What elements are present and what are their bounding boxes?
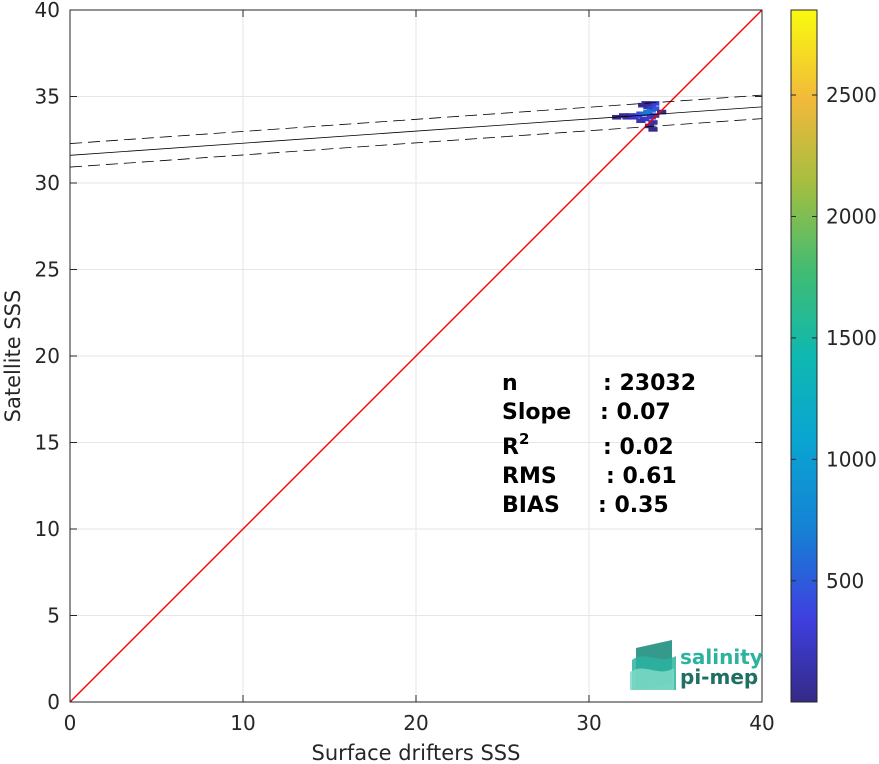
colorbar-tick-label: 500 — [826, 569, 864, 593]
density-cell — [650, 106, 660, 111]
x-tick-label: 0 — [64, 711, 77, 735]
colorbar-ticks: 500 1000 1500 2000 2500 — [791, 83, 877, 593]
y-tick-label: 10 — [35, 517, 60, 541]
density-cell — [638, 102, 648, 108]
stat-label: Slope — [502, 400, 571, 425]
stats-box: n : 23032 Slope : 0.07 R2 : 0.02 RMS : 0.61 BIAS… — [502, 371, 696, 518]
density-cell — [619, 113, 629, 118]
x-tick-label: 20 — [403, 711, 428, 735]
x-tick-label: 10 — [230, 711, 255, 735]
stat-label: n — [502, 371, 518, 396]
confidence-upper-line — [70, 94, 762, 144]
colorbar-tick-label: 2500 — [826, 83, 877, 107]
stat-value: : 0.07 — [600, 400, 671, 425]
density-cells — [612, 101, 667, 132]
colorbar-tick-label: 1500 — [826, 326, 877, 350]
x-axis-ticks: 0 10 20 30 40 — [64, 10, 775, 735]
stat-value: : 0.61 — [606, 464, 677, 489]
colorbar: 500 1000 1500 2000 2500 — [790, 9, 877, 703]
fit-lines — [70, 10, 762, 702]
y-tick-label: 15 — [35, 431, 60, 455]
colorbar-tick-label: 1000 — [826, 447, 877, 471]
stat-label: BIAS — [502, 493, 560, 518]
stat-value: : 0.35 — [598, 493, 669, 518]
regression-line — [70, 106, 762, 156]
colorbar-tick-label: 2000 — [826, 204, 877, 228]
logo-line1: salinity — [680, 645, 763, 669]
density-cell — [650, 101, 660, 106]
colorbar-gradient — [790, 9, 818, 703]
y-axis-ticks: 0 5 10 15 20 25 30 35 40 — [35, 0, 762, 714]
density-cell — [643, 104, 653, 110]
density-cell — [644, 123, 655, 129]
stat-label-superscript: 2 — [519, 430, 529, 448]
logo-wave-icon — [630, 640, 676, 690]
stat-label: R2 — [502, 430, 529, 460]
y-tick-label: 40 — [35, 0, 60, 22]
stat-value: : 0.02 — [603, 435, 674, 460]
confidence-lower-line — [70, 118, 762, 168]
x-tick-label: 40 — [749, 711, 774, 735]
y-tick-label: 5 — [47, 604, 60, 628]
density-cell — [650, 113, 660, 118]
stat-value: : 23032 — [603, 371, 696, 396]
y-tick-label: 20 — [35, 344, 60, 368]
y-tick-label: 30 — [35, 171, 60, 195]
identity-line — [70, 10, 762, 702]
density-cell — [648, 120, 658, 125]
salinity-pi-mep-logo: salinity pi-mep — [630, 640, 763, 690]
density-cell — [648, 127, 658, 132]
y-tick-label: 0 — [47, 690, 60, 714]
logo-line2: pi-mep — [680, 665, 758, 689]
density-cell — [657, 109, 667, 115]
y-tick-label: 25 — [35, 258, 60, 282]
y-axis-label: Satellite SSS — [1, 290, 25, 423]
x-axis-label: Surface drifters SSS — [312, 741, 521, 764]
density-cell — [636, 118, 646, 124]
x-tick-label: 30 — [576, 711, 601, 735]
y-tick-label: 35 — [35, 85, 60, 109]
stat-label: RMS — [502, 464, 557, 489]
